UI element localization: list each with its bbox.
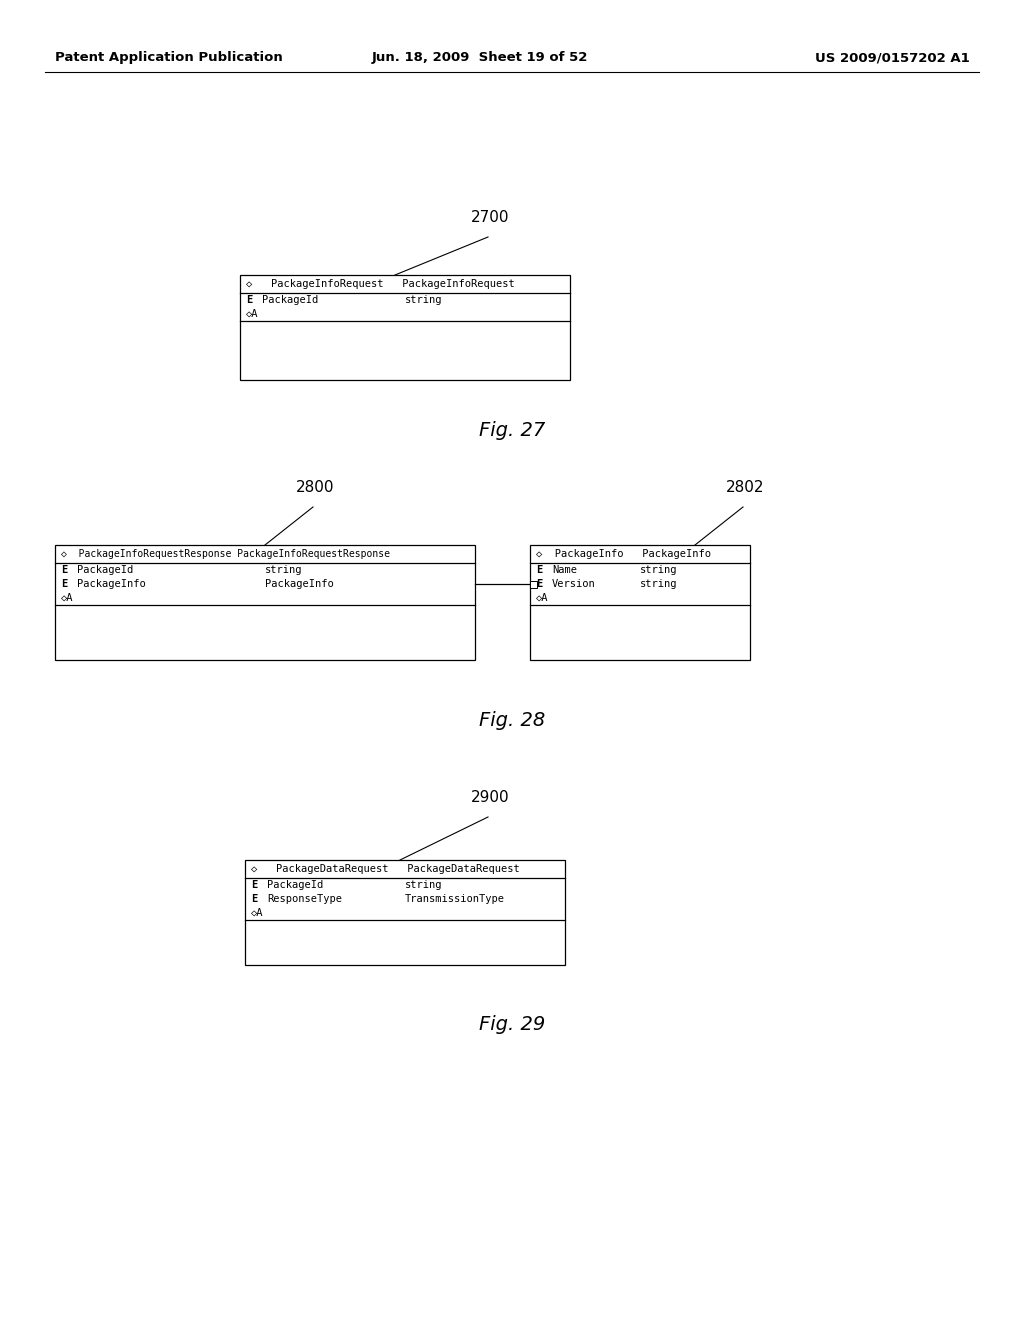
Text: PackageInfo: PackageInfo (77, 579, 145, 589)
Bar (55, 545, 475, 660)
Text: ◇  PackageInfo   PackageInfo: ◇ PackageInfo PackageInfo (536, 549, 711, 558)
Text: Fig. 29: Fig. 29 (479, 1015, 545, 1035)
Bar (245, 861, 565, 965)
Text: TransmissionType: TransmissionType (406, 894, 505, 904)
Text: ◇   PackageDataRequest   PackageDataRequest: ◇ PackageDataRequest PackageDataRequest (251, 865, 520, 874)
Text: E: E (251, 880, 257, 890)
Text: string: string (406, 880, 442, 890)
Text: Fig. 27: Fig. 27 (479, 421, 545, 440)
Text: PackageId: PackageId (77, 565, 133, 576)
Bar (530, 581, 537, 587)
Text: E: E (536, 565, 543, 576)
Text: E: E (246, 294, 252, 305)
Text: 2900: 2900 (471, 789, 509, 805)
Text: ◇A: ◇A (246, 309, 258, 319)
Text: string: string (640, 579, 678, 589)
Text: 2802: 2802 (726, 480, 764, 495)
Text: Patent Application Publication: Patent Application Publication (55, 51, 283, 65)
Text: PackageId: PackageId (262, 294, 318, 305)
Text: PackageId: PackageId (267, 880, 324, 890)
Text: string: string (640, 565, 678, 576)
Text: E: E (536, 579, 543, 589)
Text: ◇  PackageInfoRequestResponse PackageInfoRequestResponse: ◇ PackageInfoRequestResponse PackageInfo… (61, 549, 390, 558)
Text: ResponseType: ResponseType (267, 894, 342, 904)
Text: ◇A: ◇A (536, 593, 549, 603)
Bar (240, 275, 570, 380)
Text: ◇   PackageInfoRequest   PackageInfoRequest: ◇ PackageInfoRequest PackageInfoRequest (246, 279, 515, 289)
Text: E: E (61, 565, 68, 576)
Text: PackageInfo: PackageInfo (265, 579, 334, 589)
Text: string: string (265, 565, 302, 576)
Text: Name: Name (552, 565, 577, 576)
Text: 2700: 2700 (471, 210, 509, 224)
Text: US 2009/0157202 A1: US 2009/0157202 A1 (815, 51, 970, 65)
Text: E: E (251, 894, 257, 904)
Text: Jun. 18, 2009  Sheet 19 of 52: Jun. 18, 2009 Sheet 19 of 52 (372, 51, 588, 65)
Text: 2800: 2800 (296, 480, 334, 495)
Text: E: E (61, 579, 68, 589)
Text: Version: Version (552, 579, 596, 589)
Text: string: string (406, 294, 442, 305)
Text: ◇A: ◇A (61, 593, 74, 603)
Text: Fig. 28: Fig. 28 (479, 710, 545, 730)
Bar (530, 545, 750, 660)
Text: ◇A: ◇A (251, 908, 263, 917)
